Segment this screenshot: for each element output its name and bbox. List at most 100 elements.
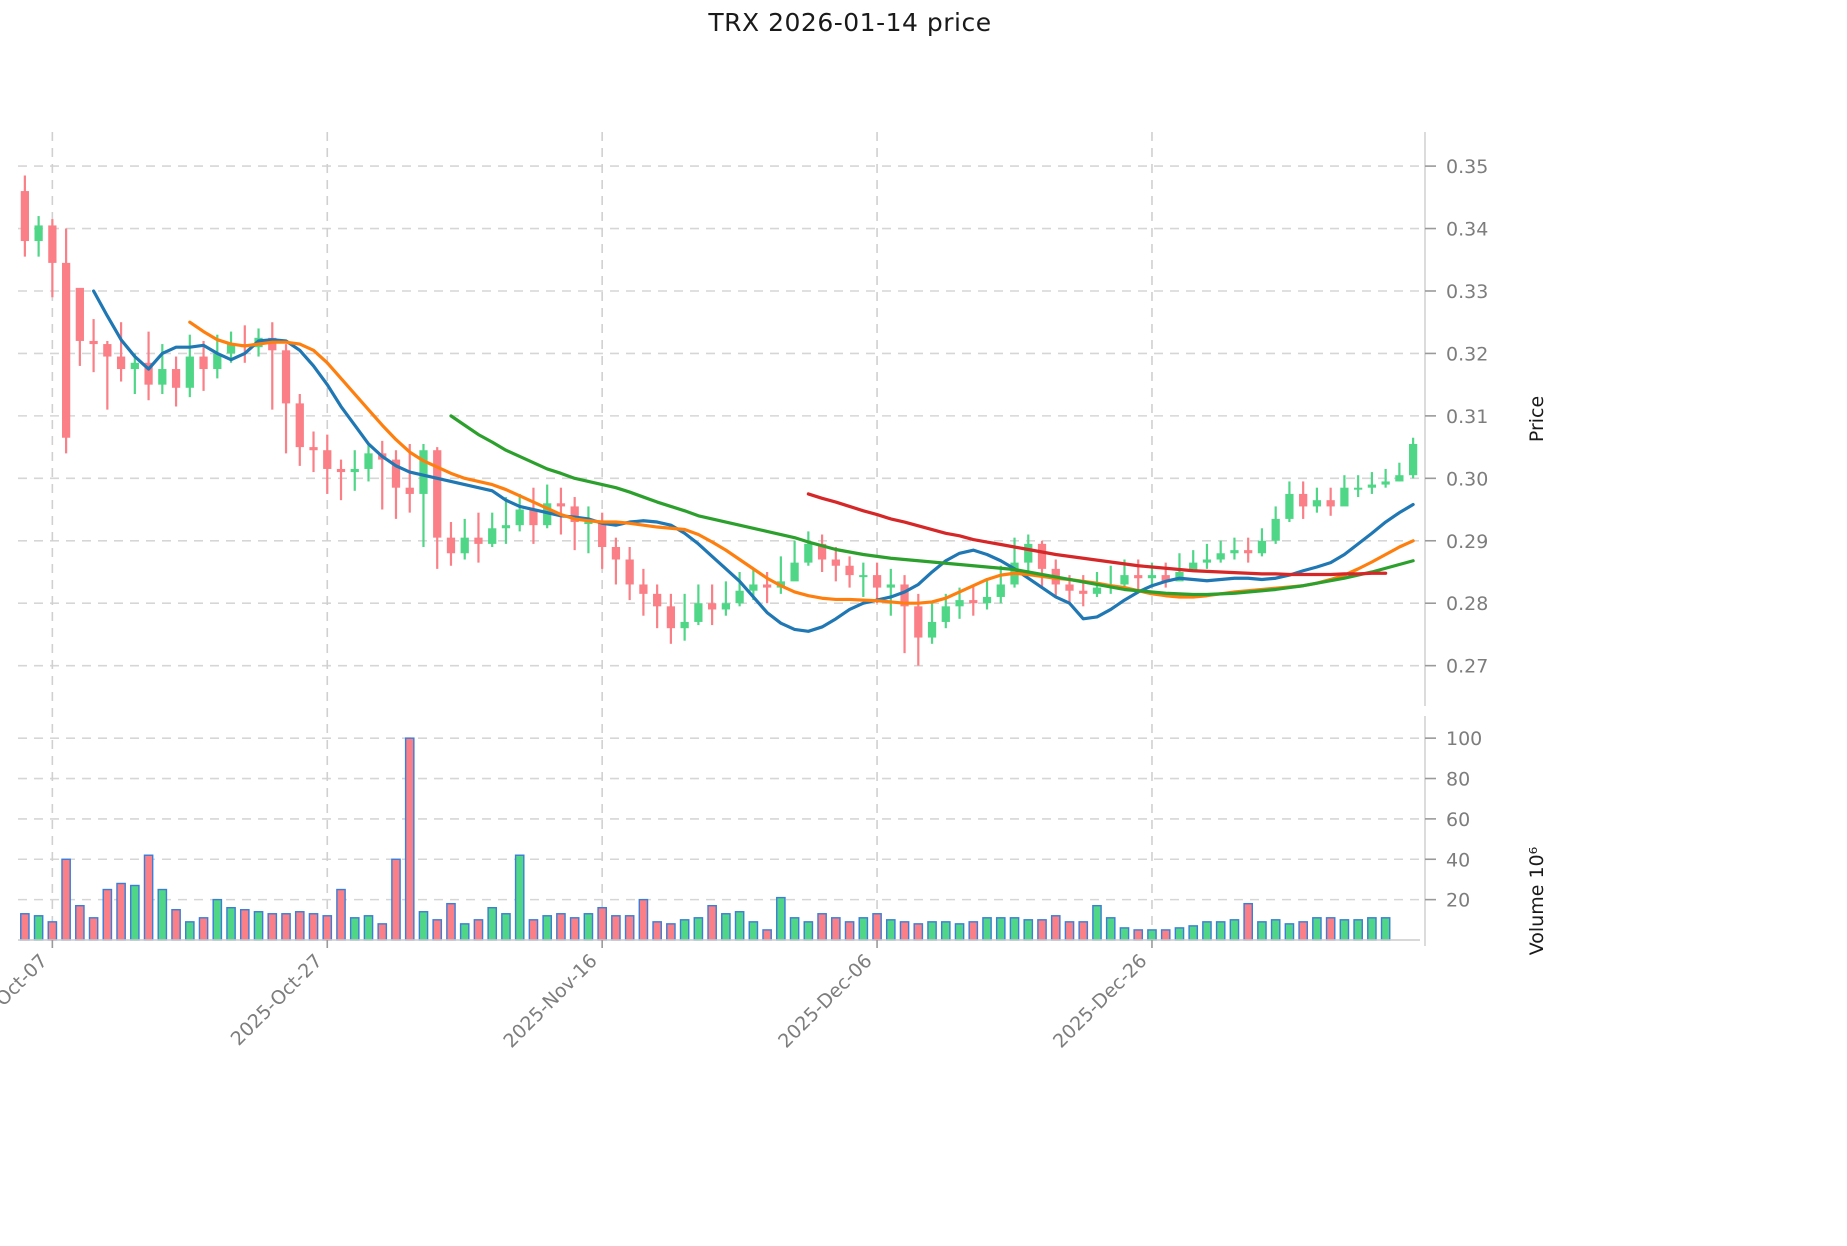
candle-body [433,450,442,538]
volume-bar [954,923,965,941]
volume-bar [1133,929,1144,941]
volume-bar [226,907,236,941]
volume-bar [872,913,882,941]
candle-body [1024,543,1033,563]
volume-bar [184,921,195,941]
candle-body [1079,590,1088,594]
volume-bar [1009,917,1020,941]
candle-body [969,600,978,604]
volume-bar [336,888,346,941]
volume-bar [666,923,676,941]
candle-body [213,353,222,370]
candle-body [103,344,112,357]
volume-bar [940,921,951,941]
candle-body [1134,575,1143,579]
volume-bar [1064,921,1075,941]
price-axis-title: Price [1526,396,1548,442]
candle-body [446,537,456,554]
candle-body [1312,500,1322,507]
candle-body [226,344,236,354]
candle-body [323,450,332,469]
volume-tick-label: 100 [1446,728,1482,750]
candle-body [144,362,153,385]
candle-body [1037,543,1047,569]
volume-bar [459,923,470,941]
candle-body [20,191,29,242]
volume-bar [611,915,621,941]
volume-bar [885,919,896,941]
date-tick-label: 2025-Dec-06 [774,950,877,1053]
volume-bar [638,898,649,941]
ma-line-ma-short [92,289,1415,633]
candle-body [982,596,992,604]
volume-bar [349,917,360,941]
candle-body [460,537,469,554]
candle-body [48,225,57,263]
candle-body [1271,518,1280,541]
candle-body [941,606,950,622]
price-tick-label: 0.31 [1446,406,1488,428]
volume-bar [102,888,113,941]
candle-body [1189,562,1198,572]
volume-bar [1229,919,1240,941]
volume-bar [1270,919,1281,941]
candle-body [584,522,593,525]
candle-body [405,487,414,494]
volume-bar [1023,919,1034,941]
volume-bar [1147,929,1157,941]
candle-body [281,350,291,404]
candle-body [350,468,359,473]
candle-body [721,603,730,610]
candle-body [872,575,882,588]
candle-body [199,356,208,370]
volume-bar [776,896,786,941]
candle-body [653,593,662,607]
volume-bar [817,913,827,941]
volume-bar [130,884,140,941]
date-tick-label: 2025-Oct-27 [227,950,327,1050]
volume-bar [858,917,869,941]
volume-bar [487,907,498,941]
candle-body [1354,487,1363,490]
candle-body [529,509,538,526]
volume-bar [693,917,704,941]
candle-body [1285,493,1294,519]
candle-body [556,503,566,507]
volume-bar [1380,917,1391,941]
volume-bar [528,919,539,941]
volume-bar [1339,919,1350,941]
candle-body [1257,540,1267,554]
volume-bar [363,915,374,941]
candle-body [996,584,1005,597]
volume-bar [1188,925,1199,941]
volume-bar [968,921,979,941]
candle-body [831,559,840,566]
candle-body [598,522,607,548]
volume-bar [597,907,607,941]
volume-bar [1078,921,1089,941]
volume-bar [1119,927,1130,941]
volume-axis-ticks: 100 80 60 40 20 [1425,728,1482,912]
volume-bar [1160,929,1171,941]
candle-body [61,262,71,438]
volume-bar [47,921,58,941]
candle-body [1340,487,1349,507]
price-tick-label: 0.29 [1446,531,1488,553]
candle-body [501,525,511,529]
price-tick-label: 0.35 [1446,156,1488,178]
volume-bar [61,858,71,941]
volume-bar [831,917,841,941]
volume-bar [418,911,429,941]
volume-bar [377,923,388,941]
candle-body [611,547,621,560]
candle-body [1216,553,1225,560]
candle-body [817,543,827,560]
candle-body [955,600,964,607]
candle-body [116,356,126,370]
volume-bar [624,915,635,941]
candle-body [914,606,923,638]
price-tick-label: 0.33 [1446,281,1488,303]
volume-bar [679,919,690,941]
candle-body [488,528,497,544]
